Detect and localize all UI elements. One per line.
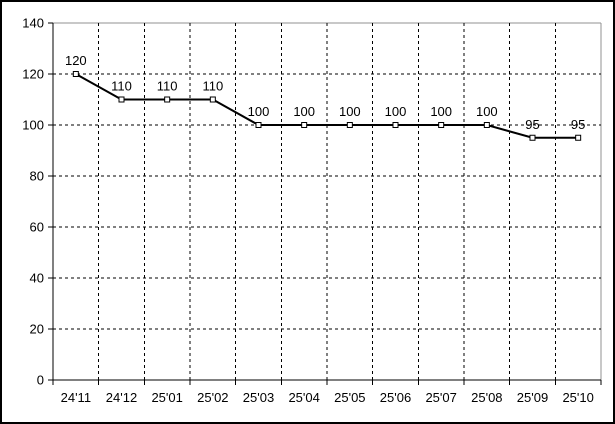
x-tick-label: 25'04 (288, 390, 319, 405)
x-tick-label: 25'03 (243, 390, 274, 405)
data-point-marker (72, 71, 79, 77)
x-tick-label: 25'06 (380, 390, 411, 405)
x-tick-label: 25'09 (517, 390, 548, 405)
data-point-marker (209, 96, 216, 103)
data-point-marker (529, 134, 536, 141)
data-point-marker (483, 122, 490, 128)
data-label: 110 (157, 79, 178, 94)
data-label: 95 (525, 117, 539, 132)
data-label: 110 (202, 79, 223, 94)
y-tick-label: 0 (37, 373, 44, 388)
data-label: 100 (430, 104, 452, 119)
y-tick-label: 100 (22, 118, 44, 133)
data-label: 100 (339, 104, 361, 119)
data-point-marker (118, 96, 125, 103)
x-tick-label: 25'05 (334, 390, 365, 405)
x-tick-label: 24'11 (61, 390, 91, 405)
y-tick-label: 80 (30, 169, 44, 184)
y-tick-label: 140 (22, 16, 44, 31)
x-tick-label: 24'12 (106, 390, 137, 405)
data-point-marker (438, 122, 445, 128)
y-tick-label: 120 (22, 67, 44, 82)
x-tick-label: 25'08 (471, 390, 502, 405)
x-tick-label: 25'07 (425, 390, 456, 405)
data-point-marker (301, 122, 308, 128)
data-point-marker (575, 134, 582, 141)
y-tick-label: 20 (30, 322, 44, 337)
data-label: 100 (385, 104, 407, 119)
data-label: 95 (571, 117, 585, 132)
x-tick-label: 25'02 (197, 390, 228, 405)
data-label: 110 (111, 79, 132, 94)
data-label: 120 (65, 53, 87, 68)
y-tick-label: 60 (30, 220, 44, 235)
data-point-marker (255, 122, 262, 128)
data-label: 100 (476, 104, 498, 119)
data-point-marker (346, 122, 353, 128)
series-line (75, 73, 579, 139)
data-point-marker (392, 122, 399, 128)
data-label: 100 (293, 104, 315, 119)
data-label: 100 (248, 104, 270, 119)
x-tick-label: 25'01 (151, 390, 182, 405)
x-tick-label: 25'10 (562, 390, 593, 405)
y-tick-label: 40 (30, 271, 44, 286)
data-point-marker (164, 96, 171, 103)
